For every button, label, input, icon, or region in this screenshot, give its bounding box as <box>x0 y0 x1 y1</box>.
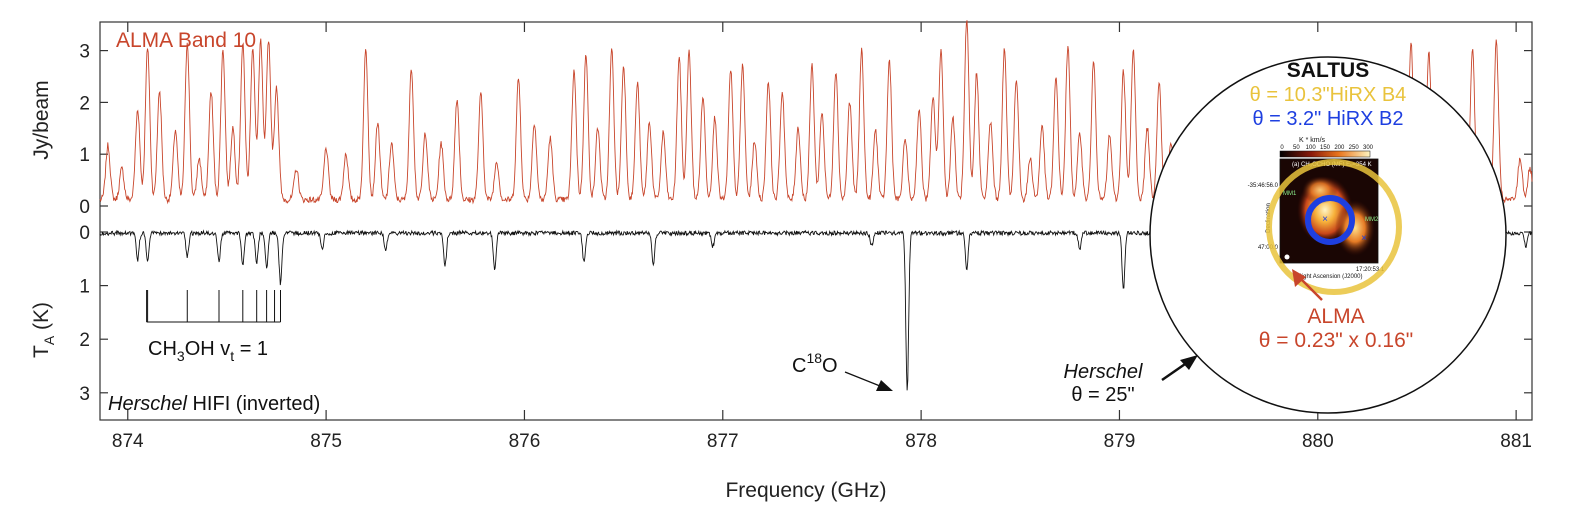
dec-tick-1: -35:46:56.0 <box>1248 183 1279 189</box>
y-axis-ticks: 0 1 2 3 0 1 2 3 <box>79 42 1532 405</box>
lower-y-tick-label: 1 <box>79 277 90 298</box>
upper-y-axis-title: Jy/beam <box>30 80 53 159</box>
saltus-inset: SALTUS θ = 10.3"HiRX B4 θ = 3.2" HiRX B2 <box>1149 56 1507 414</box>
lower-y-tick-label: 2 <box>79 330 90 351</box>
x-tick-label: 880 <box>1302 431 1334 452</box>
hirx-b4-label: θ = 10.3"HiRX B4 <box>1250 84 1407 106</box>
x-axis-ticks: 874 875 876 877 878 879 880 881 <box>112 22 1532 452</box>
colorbar-tick-label: 50 <box>1293 145 1300 151</box>
x-tick-label: 874 <box>112 431 144 452</box>
upper-y-tick-label: 1 <box>79 145 90 166</box>
colorbar-title: K * km/s <box>1299 137 1326 144</box>
x-tick-label: 877 <box>707 431 739 452</box>
hirx-b2-label: θ = 3.2" HiRX B2 <box>1252 108 1403 130</box>
mm2-marker-icon: × <box>1361 233 1367 244</box>
colorbar-tick-label: 100 <box>1306 145 1317 151</box>
hirx-b4-beam-circle <box>1266 159 1402 295</box>
colorbar-tick-label: 250 <box>1349 145 1360 151</box>
ch3oh-line-markers <box>146 290 281 323</box>
alma-beam-dot <box>1284 254 1290 260</box>
colorbar-tick-labels: 0 50 100 150 200 250 300 <box>1280 145 1373 151</box>
lower-y-tick-label: 0 <box>79 223 90 244</box>
alma-band-label: ALMA Band 10 <box>116 29 256 52</box>
x-tick-label: 876 <box>509 431 541 452</box>
herschel-hifi-label: Herschel HIFI (inverted) <box>108 393 320 415</box>
herschel-beam-arrow <box>1161 355 1198 382</box>
upper-y-tick-label: 3 <box>79 42 90 63</box>
ra-tick: 17:20:53.1 <box>1356 267 1385 273</box>
x-tick-label: 875 <box>310 431 342 452</box>
colorbar <box>1279 150 1371 158</box>
alma-beam-arrow <box>1292 269 1323 301</box>
x-tick-label: 878 <box>905 431 937 452</box>
c18o-arrow <box>844 371 893 391</box>
upper-y-tick-label: 2 <box>79 93 90 114</box>
mm1-marker-icon: × <box>1322 214 1328 225</box>
ra-label: Right Ascension (J2000) <box>1297 274 1362 280</box>
inset-title: SALTUS <box>1287 59 1369 82</box>
colorbar-tick-label: 0 <box>1280 145 1284 151</box>
c18o-label: C18O <box>792 350 838 377</box>
dec-tick-2: 47:00.0 <box>1258 245 1279 251</box>
lower-y-tick-label: 3 <box>79 384 90 405</box>
colorbar-tick-label: 200 <box>1334 145 1345 151</box>
x-axis-title: Frequency (GHz) <box>725 479 886 502</box>
alma-inset-label: ALMA <box>1307 305 1364 328</box>
lower-y-axis-title: TA (K) <box>30 302 57 358</box>
mm1-label: MM1 <box>1283 191 1297 197</box>
alma-beam-size: θ = 0.23" x 0.16" <box>1259 329 1413 352</box>
ch3oh-label: CH3OH vt = 1 <box>148 338 268 364</box>
herschel-beam-size: θ = 25" <box>1071 384 1134 406</box>
x-tick-label: 881 <box>1500 431 1532 452</box>
colorbar-tick-label: 150 <box>1320 145 1331 151</box>
mm2-label: MM2 <box>1365 217 1379 223</box>
plot-frame <box>99 21 1533 421</box>
herschel-beam-label: Herschel <box>1064 361 1143 383</box>
colorbar-tick-label: 300 <box>1363 145 1374 151</box>
x-tick-label: 879 <box>1104 431 1136 452</box>
hirx-b2-beam-circle <box>1305 195 1355 245</box>
upper-y-tick-label: 0 <box>79 197 90 218</box>
